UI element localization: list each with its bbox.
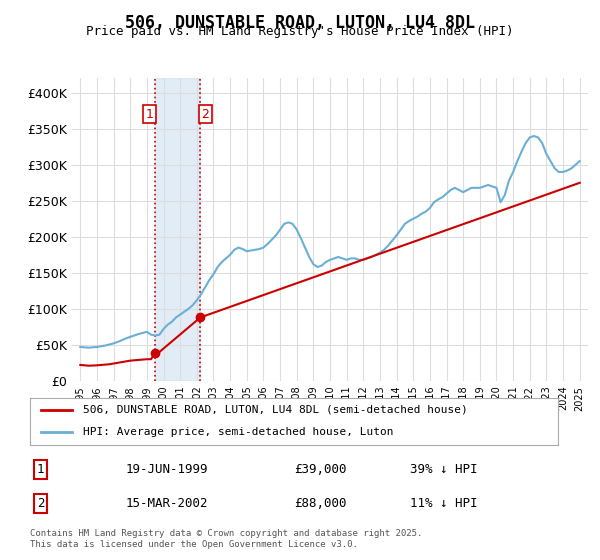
Text: 506, DUNSTABLE ROAD, LUTON, LU4 8DL: 506, DUNSTABLE ROAD, LUTON, LU4 8DL: [125, 14, 475, 32]
Text: 506, DUNSTABLE ROAD, LUTON, LU4 8DL (semi-detached house): 506, DUNSTABLE ROAD, LUTON, LU4 8DL (sem…: [83, 404, 467, 414]
Text: 1: 1: [146, 108, 154, 121]
Text: 15-MAR-2002: 15-MAR-2002: [125, 497, 208, 510]
Text: £39,000: £39,000: [294, 463, 347, 476]
Bar: [155, 78, 200, 381]
Text: 1: 1: [37, 463, 44, 476]
Text: HPI: Average price, semi-detached house, Luton: HPI: Average price, semi-detached house,…: [83, 427, 394, 437]
Text: 11% ↓ HPI: 11% ↓ HPI: [410, 497, 478, 510]
Text: Price paid vs. HM Land Registry's House Price Index (HPI): Price paid vs. HM Land Registry's House …: [86, 25, 514, 38]
Text: 2: 2: [37, 497, 44, 510]
Text: £88,000: £88,000: [294, 497, 347, 510]
Text: 19-JUN-1999: 19-JUN-1999: [125, 463, 208, 476]
Text: 2: 2: [202, 108, 209, 121]
Text: 39% ↓ HPI: 39% ↓ HPI: [410, 463, 478, 476]
Text: Contains HM Land Registry data © Crown copyright and database right 2025.
This d: Contains HM Land Registry data © Crown c…: [30, 529, 422, 549]
